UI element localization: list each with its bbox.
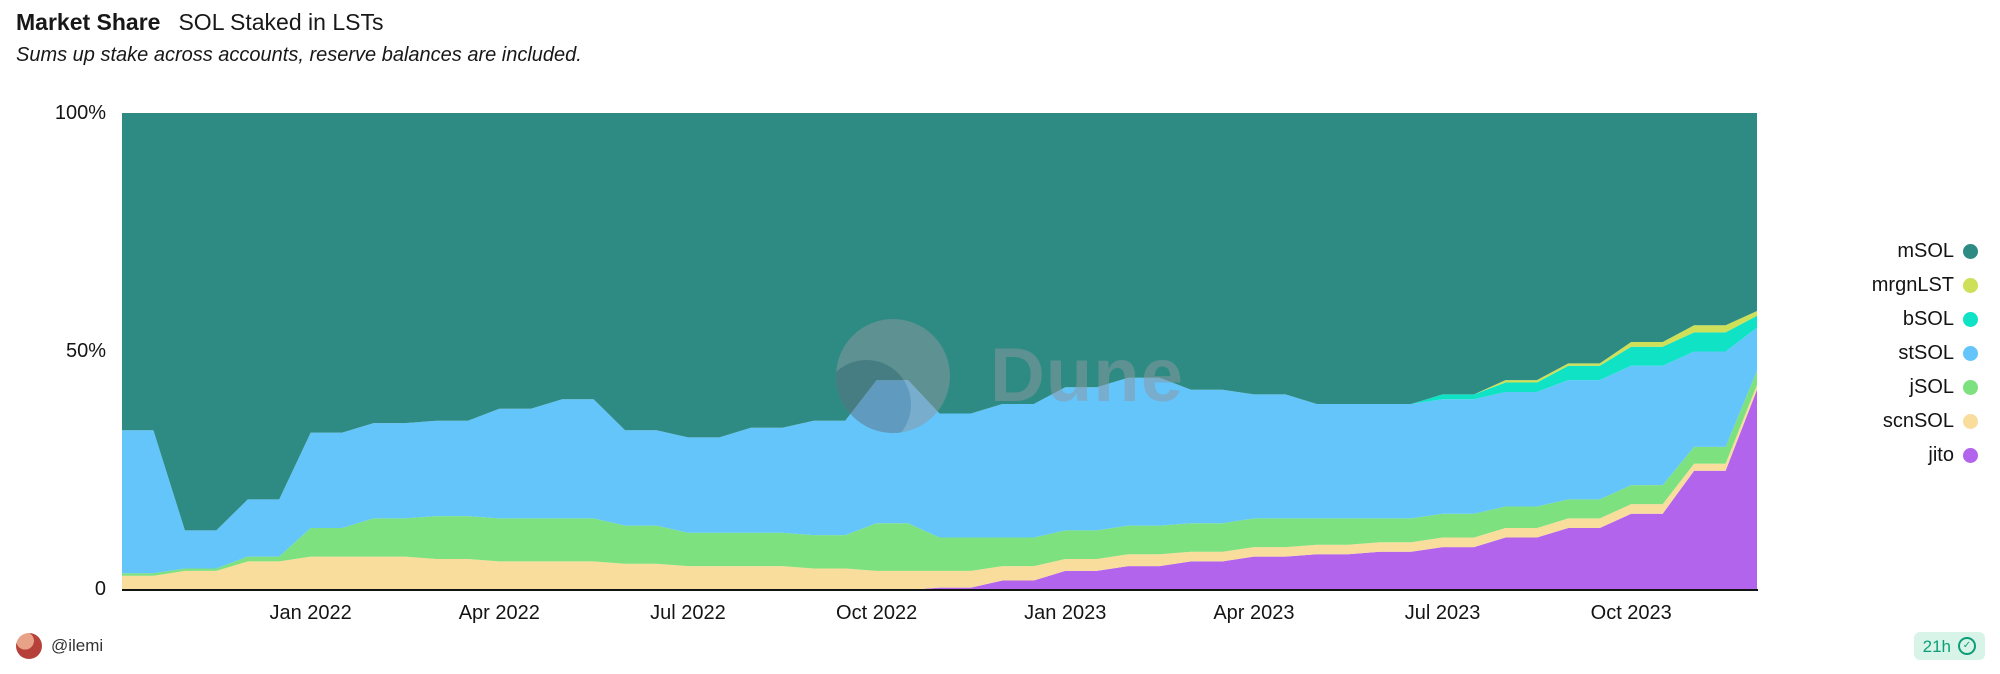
legend-item-mrgnLST[interactable]: mrgnLST: [1872, 274, 1978, 296]
legend-label: jSOL: [1909, 376, 1954, 398]
x-axis-label: Jan 2023: [1024, 602, 1107, 624]
y-axis-label-0: 0: [94, 578, 106, 600]
area-series-jSOL[interactable]: [122, 370, 1757, 576]
legend-color-dot: [1963, 447, 1978, 463]
x-axis-label: Jul 2022: [650, 602, 726, 624]
page-subtitle: SOL Staked in LSTs: [178, 9, 384, 35]
legend-label: mSOL: [1897, 240, 1954, 262]
area-series-scnSOL[interactable]: [122, 384, 1757, 590]
x-axis-label: Jan 2022: [269, 602, 352, 624]
check-circle-icon: ✓: [1958, 637, 1976, 655]
author-attribution[interactable]: @ilemi: [16, 633, 103, 659]
legend-color-dot: [1963, 243, 1978, 259]
area-series-stSOL[interactable]: [122, 327, 1757, 574]
chart-description: Sums up stake across accounts, reserve b…: [16, 44, 582, 66]
x-axis-label: Oct 2023: [1590, 602, 1672, 624]
x-axis-line: [122, 589, 1758, 591]
chart-legend: mSOL mrgnLST bSOL stSOL jSOL scnSOL jito: [1872, 240, 1978, 466]
page-title: Market Share: [16, 9, 161, 35]
legend-color-dot: [1963, 345, 1978, 361]
legend-item-bSOL[interactable]: bSOL: [1903, 308, 1978, 330]
legend-item-stSOL[interactable]: stSOL: [1898, 342, 1978, 364]
y-axis-label-50: 50%: [65, 340, 106, 362]
legend-color-dot: [1963, 413, 1978, 429]
author-avatar[interactable]: [16, 633, 42, 659]
x-axis-label: Jul 2023: [1404, 602, 1481, 624]
data-freshness-badge[interactable]: 21h ✓: [1913, 632, 1985, 660]
legend-color-dot: [1963, 311, 1978, 327]
data-age-label: 21h: [1922, 636, 1951, 656]
y-axis-label-100: 100%: [54, 102, 106, 124]
legend-item-scnSOL[interactable]: scnSOL: [1883, 410, 1978, 432]
legend-label: stSOL: [1898, 342, 1954, 364]
legend-label: scnSOL: [1882, 410, 1954, 432]
chart-canvas[interactable]: [122, 113, 1757, 590]
legend-item-jito[interactable]: jito: [1928, 444, 1978, 466]
chart-header: Market Share SOL Staked in LSTs Sums up …: [16, 8, 582, 68]
legend-item-jSOL[interactable]: jSOL: [1910, 376, 1978, 398]
x-axis-label: Apr 2023: [1213, 602, 1295, 624]
legend-item-mSOL[interactable]: mSOL: [1897, 240, 1978, 262]
stacked-area-chart[interactable]: [122, 113, 1757, 590]
legend-label: bSOL: [1902, 308, 1954, 330]
area-series-jito[interactable]: [122, 389, 1757, 590]
x-axis-label: Oct 2022: [836, 602, 918, 624]
legend-color-dot: [1963, 277, 1978, 293]
legend-label: jito: [1928, 444, 1954, 466]
legend-label: mrgnLST: [1871, 274, 1954, 296]
legend-color-dot: [1963, 379, 1978, 395]
x-axis-label: Apr 2022: [458, 602, 540, 624]
author-handle[interactable]: @ilemi: [51, 636, 104, 655]
